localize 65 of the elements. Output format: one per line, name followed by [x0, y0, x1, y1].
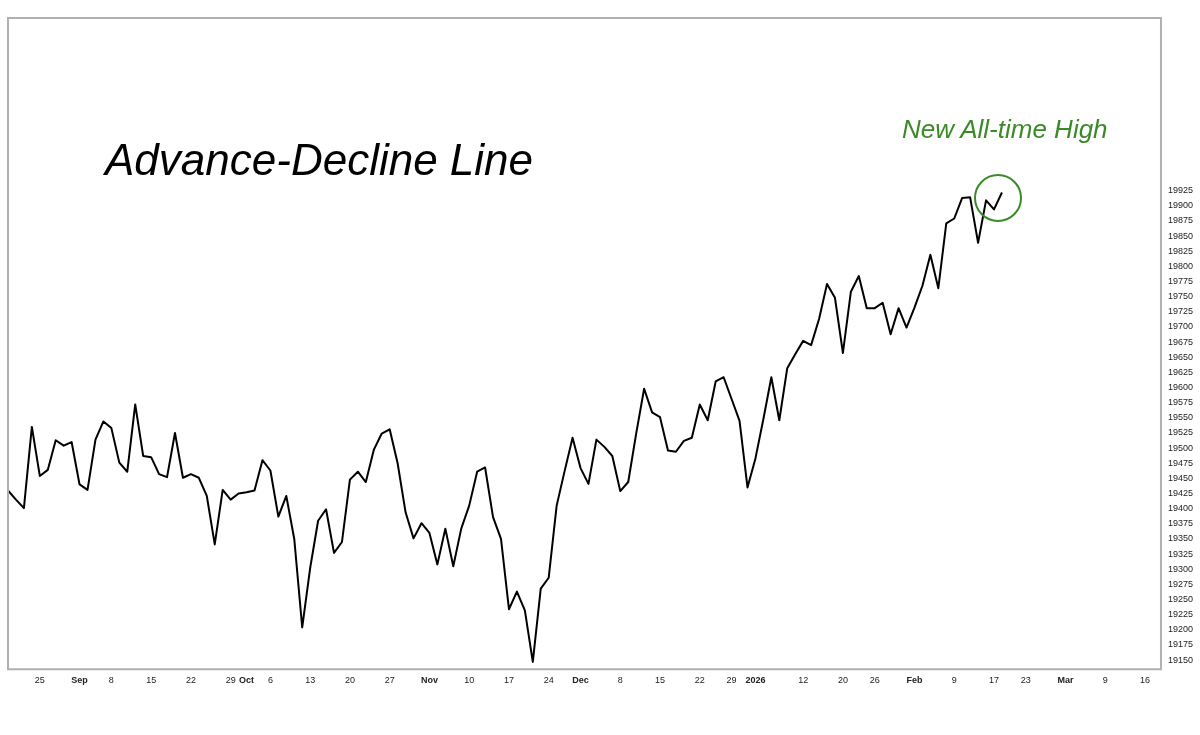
x-tick-label: 8	[108, 675, 114, 686]
x-tick-label: 24	[543, 675, 554, 686]
x-tick-label: Dec	[572, 675, 589, 686]
y-tick-label: 19375	[1167, 518, 1193, 529]
x-tick-label: 22	[185, 675, 196, 686]
y-tick-label: 19175	[1167, 639, 1193, 650]
y-tick-label: 19200	[1167, 624, 1193, 635]
x-tick-label: 20	[344, 675, 355, 686]
x-tick-label: 15	[146, 675, 157, 686]
y-tick-label: 19925	[1167, 185, 1193, 196]
x-tick-label: 8	[617, 675, 623, 686]
y-tick-label: 19800	[1167, 260, 1193, 271]
x-tick-label: Feb	[906, 675, 923, 686]
y-tick-label: 19225	[1167, 609, 1193, 620]
y-tick-label: 19725	[1167, 306, 1193, 317]
x-tick-label: 25	[34, 675, 45, 686]
y-tick-label: 19825	[1167, 245, 1193, 256]
y-tick-label: 19875	[1167, 215, 1193, 226]
y-tick-label: 19550	[1167, 412, 1193, 423]
x-tick-label: 20	[837, 675, 848, 686]
x-tick-label: 12	[798, 675, 809, 686]
text: Advance-Decline Line	[105, 135, 534, 185]
y-tick-label: 19250	[1167, 594, 1193, 605]
y-tick-label: 19475	[1167, 457, 1193, 468]
x-tick-label: 16	[1140, 675, 1151, 686]
y-tick-label: 19350	[1167, 533, 1193, 544]
y-tick-label: 19575	[1167, 397, 1193, 408]
y-tick-label: 19400	[1167, 503, 1193, 514]
y-tick-label: 19700	[1167, 321, 1193, 332]
y-tick-label: 19325	[1167, 548, 1193, 559]
x-tick-label: Oct	[239, 675, 255, 686]
y-tick-label: 19850	[1167, 230, 1193, 241]
x-tick-label: 26	[869, 675, 880, 686]
x-tick-label: 29	[726, 675, 737, 686]
y-tick-label: 19450	[1167, 472, 1193, 483]
x-tick-label: 10	[464, 675, 475, 686]
x-tick-label: 17	[988, 675, 999, 686]
x-tick-label: 27	[384, 675, 395, 686]
annotation: New All-time High	[901, 114, 1108, 146]
y-tick-label: 19600	[1167, 382, 1193, 392]
x-tick-label: Sep	[71, 675, 89, 686]
x-tick-label: 22	[694, 675, 705, 686]
y-tick-label: 19500	[1167, 442, 1193, 453]
x-tick-label: 2026	[745, 675, 766, 686]
y-tick-label: 19275	[1167, 578, 1193, 589]
y-tick-label: 19625	[1167, 366, 1193, 377]
y-tick-label: 19900	[1167, 200, 1193, 211]
y-tick-label: 19525	[1167, 427, 1193, 438]
y-tick-label: 19675	[1167, 336, 1193, 347]
x-tick-label: 13	[305, 675, 316, 686]
x-tick-label: 17	[503, 675, 514, 686]
x-tick-label: 23	[1020, 675, 1031, 686]
x-tick-label: 15	[655, 675, 666, 686]
x-tick-label: Mar	[1057, 675, 1075, 686]
y-tick-label: 19300	[1167, 563, 1193, 574]
y-tick-label: 19650	[1167, 351, 1193, 362]
y-tick-label: 19150	[1167, 654, 1193, 665]
x-tick-label: 6	[267, 675, 273, 686]
y-tick-label: 19775	[1167, 275, 1193, 286]
x-tick-label: Nov	[420, 675, 438, 686]
y-tick-label: 19750	[1167, 291, 1193, 302]
x-tick-label: 9	[951, 675, 957, 686]
x-tick-label: 9	[1102, 675, 1108, 686]
x-tick-label: 29	[225, 675, 236, 686]
y-tick-label: 19425	[1167, 488, 1193, 499]
